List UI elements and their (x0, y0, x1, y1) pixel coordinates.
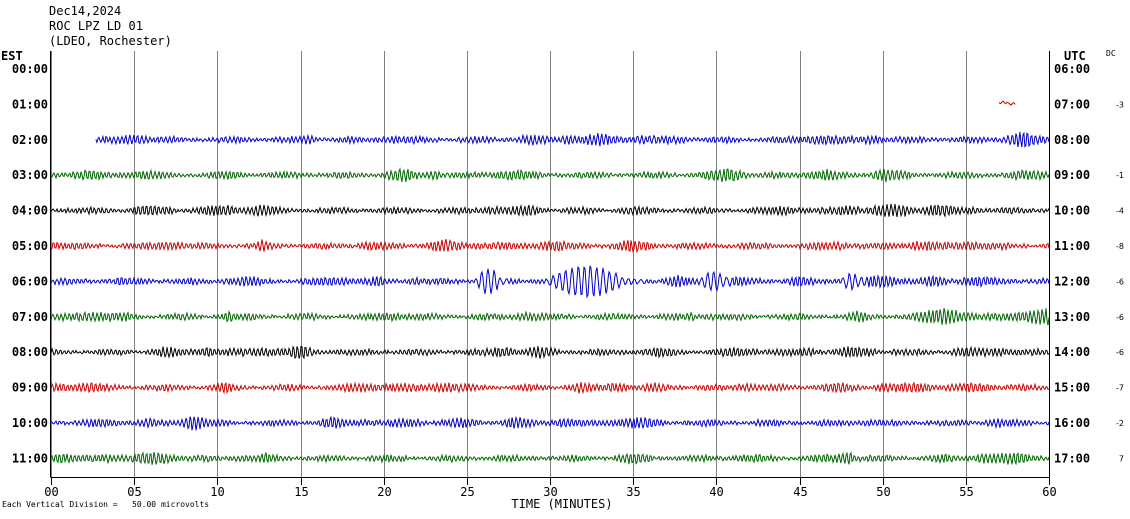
row-label-utc: 10:00 (1054, 204, 1090, 218)
row-dc-offset: -2 (1116, 419, 1124, 428)
row-label-utc: 13:00 (1054, 310, 1090, 324)
row-label-utc: 16:00 (1054, 416, 1090, 430)
trace-row-1000 (50, 415, 1050, 431)
right-axis-title: UTC (1064, 49, 1086, 63)
trace-row-0900 (50, 381, 1050, 395)
x-tick-label: 20 (377, 485, 391, 499)
row-label-est: 08:00 (12, 345, 48, 359)
x-tick-label: 40 (709, 485, 723, 499)
row-dc-offset: -4 (1116, 207, 1124, 216)
row-label-utc: 09:00 (1054, 168, 1090, 182)
x-tick-label: 15 (294, 485, 308, 499)
row-label-est: 04:00 (12, 204, 48, 218)
trace-row-0100 (998, 100, 1016, 106)
row-label-est: 00:00 (12, 62, 48, 76)
chart-station: ROC LPZ LD 01 (49, 19, 143, 33)
row-label-utc: 17:00 (1054, 451, 1090, 465)
trace-row-0400 (50, 203, 1050, 218)
row-label-est: 09:00 (12, 381, 48, 395)
chart-network: (LDEO, Rochester) (49, 34, 172, 48)
trace-row-1100 (50, 451, 1050, 466)
x-tick-label: 00 (44, 485, 58, 499)
chart-date: Dec14,2024 (49, 4, 122, 18)
trace-row-0200 (95, 131, 1050, 148)
row-label-utc: 11:00 (1054, 239, 1090, 253)
x-tick-label: 45 (793, 485, 807, 499)
row-label-est: 06:00 (12, 274, 48, 288)
row-label-est: 02:00 (12, 133, 48, 147)
x-tick-label: 05 (127, 485, 141, 499)
trace-row-0600 (50, 265, 1050, 299)
trace-row-0300 (50, 167, 1050, 183)
row-dc-offset: 7 (1119, 454, 1124, 463)
trace-row-0800 (50, 345, 1050, 360)
row-dc-offset: -6 (1116, 348, 1124, 357)
x-tick-label: 50 (876, 485, 890, 499)
x-tick-label: 60 (1042, 485, 1056, 499)
row-label-est: 07:00 (12, 310, 48, 324)
row-label-utc: 07:00 (1054, 97, 1090, 111)
row-dc-offset: -1 (1116, 171, 1124, 180)
row-label-est: 10:00 (12, 416, 48, 430)
x-tick-label: 30 (543, 485, 557, 499)
row-dc-offset: -7 (1116, 384, 1124, 393)
row-label-est: 11:00 (12, 451, 48, 465)
left-axis-title: EST (1, 49, 23, 63)
dc-title: DC (1106, 49, 1116, 58)
x-axis-label: TIME (MINUTES) (511, 497, 612, 511)
row-label-utc: 15:00 (1054, 381, 1090, 395)
row-dc-offset: -3 (1116, 100, 1124, 109)
row-dc-offset: -8 (1116, 242, 1124, 251)
row-label-est: 03:00 (12, 168, 48, 182)
trace-row-0500 (50, 238, 1050, 254)
trace-row-0700 (50, 308, 1050, 326)
row-label-utc: 06:00 (1054, 62, 1090, 76)
scale-note: Each Vertical Division = 50.00 microvolt… (2, 500, 210, 509)
row-label-utc: 08:00 (1054, 133, 1090, 147)
row-label-utc: 12:00 (1054, 274, 1090, 288)
row-dc-offset: -6 (1116, 277, 1124, 286)
x-tick-label: 55 (959, 485, 973, 499)
x-tick-label: 10 (210, 485, 224, 499)
row-dc-offset: -6 (1116, 313, 1124, 322)
row-label-est: 01:00 (12, 97, 48, 111)
x-tick-label: 25 (460, 485, 474, 499)
x-tick-label: 35 (626, 485, 640, 499)
row-label-est: 05:00 (12, 239, 48, 253)
row-label-utc: 14:00 (1054, 345, 1090, 359)
